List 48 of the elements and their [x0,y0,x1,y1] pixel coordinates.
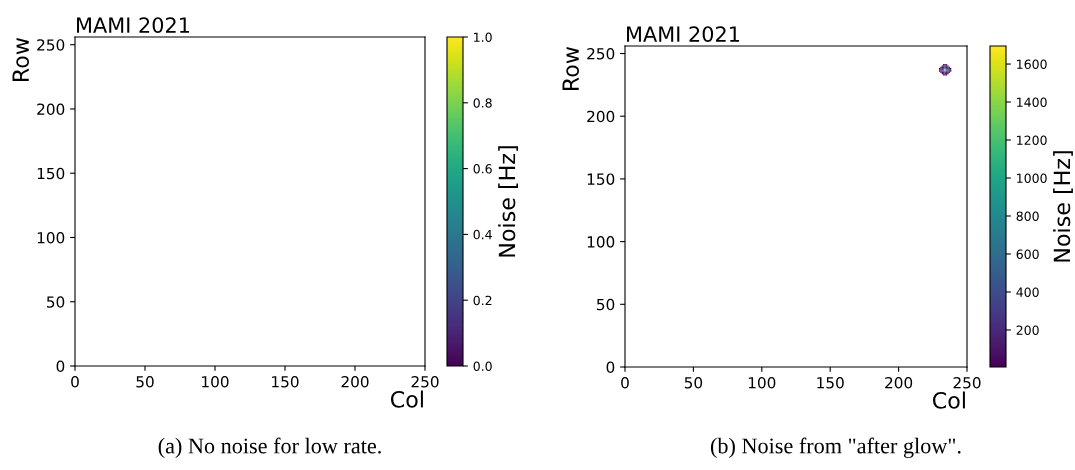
text: (b) Noise from "after glow". [710,437,961,458]
x-tick-label: 250 [411,375,439,388]
y-axis-title: Row [12,37,30,82]
color-bar-label: 0.4 [473,229,492,240]
x-tick-label: 200 [341,375,369,388]
x-axis-title: Col [932,391,965,409]
y-tick-label: 0 [606,361,615,374]
color-bar-label: 0.6 [473,164,492,174]
color-bar-label: 400 [1016,287,1039,297]
color-bar-label: 1.0 [474,32,492,42]
color-bar-label: 0.8 [473,98,492,108]
color-bar-label: 1000 [1017,173,1047,183]
chart-title: MAMI 2021 [627,26,740,42]
y-tick-label: 100 [587,236,615,248]
text: (a) No noise for low rate. [158,437,381,458]
x-tick-label: 100 [748,376,776,389]
color-bar-label: 600 [1016,249,1039,259]
y-tick-label: 50 [47,296,65,308]
x-tick-label: 100 [202,375,229,388]
x-tick-label: 0 [71,375,79,388]
color-bar-label: 1600 [1017,59,1047,69]
y-tick-label: 200 [587,110,615,123]
color-bar-label: 200 [1016,325,1039,335]
y-tick-label: 150 [587,173,615,185]
color-bar-label: 1200 [1017,135,1047,145]
chart-title: MAMI 2021 [77,17,190,33]
color-bar-label: 0.0 [473,361,492,371]
y-tick-label: 100 [37,231,65,244]
color-bar-label: 800 [1016,211,1039,221]
y-tick-label: 250 [587,47,615,60]
color-bar-title: Noise [Hz] [498,146,518,257]
y-tick-label: 250 [37,39,65,51]
y-tick-label: 0 [56,360,65,373]
x-tick-label: 150 [817,376,844,389]
y-tick-label: 50 [597,298,615,311]
x-tick-label: 250 [953,376,981,389]
y-tick-label: 150 [37,167,65,180]
color-bar-label: 1400 [1017,97,1047,107]
x-tick-label: 50 [684,376,703,389]
x-tick-label: 200 [885,376,913,389]
x-tick-label: 0 [621,376,629,389]
x-tick-label: 150 [272,375,299,388]
y-axis-title: Row [562,46,580,91]
y-tick-label: 200 [37,103,65,115]
color-bar-title: Noise [Hz] [1053,151,1073,262]
x-axis-title: Col [390,390,423,408]
x-tick-label: 50 [136,375,154,388]
color-bar-label: 0.2 [473,295,492,306]
